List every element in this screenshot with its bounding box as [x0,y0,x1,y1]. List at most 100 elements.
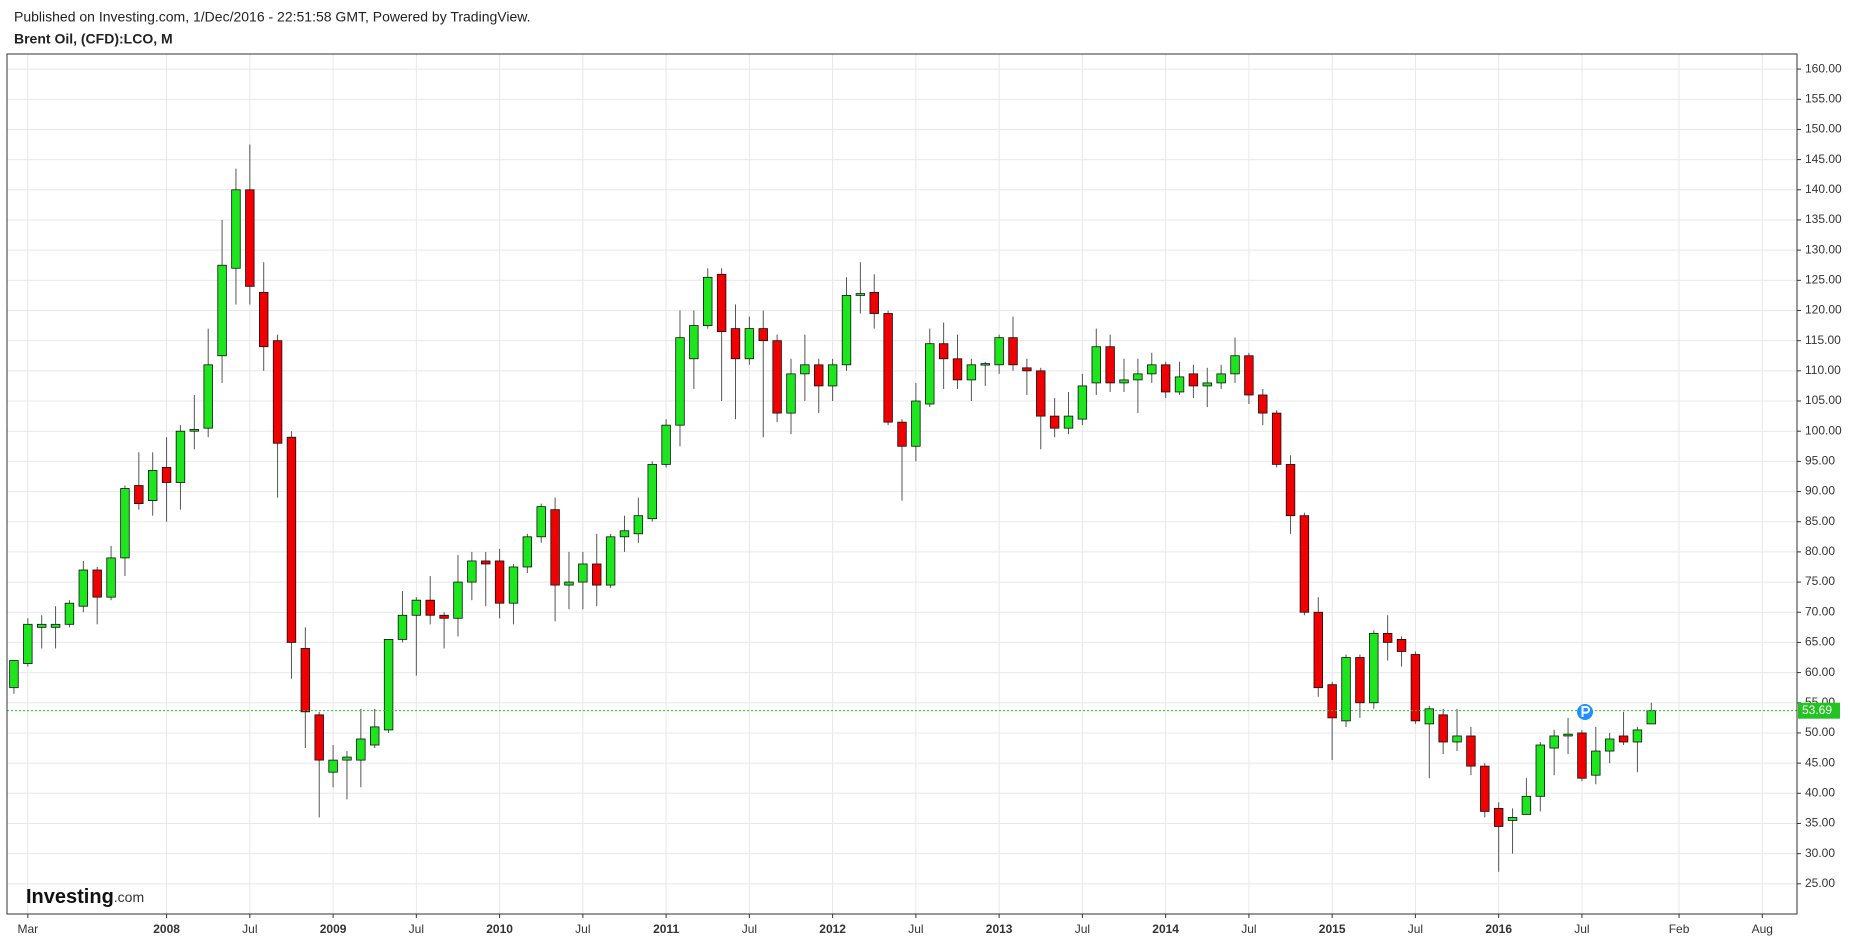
candle-body [1466,735,1476,767]
candle-body [633,515,644,535]
candle-body [1188,373,1199,387]
pivot-marker [1577,704,1593,720]
y-tick-label: 50.00 [1805,725,1835,739]
candle-body [1493,807,1504,827]
candle-body [1438,714,1448,743]
x-tick-label: 2016 [1485,922,1512,936]
candle-body [1369,632,1379,704]
y-tick-label: 60.00 [1805,665,1835,679]
x-tick-label: 2009 [320,922,347,936]
candle-body [855,293,866,296]
candle-body [1174,376,1185,393]
y-tick-label: 75.00 [1805,574,1835,588]
last-price-badge [1798,702,1840,719]
candle-body [120,488,130,559]
candle-body [925,343,935,405]
x-tick-label: Jul [908,922,923,936]
candle-body [605,536,616,586]
candle-body [245,189,255,287]
candle-body [1646,710,1657,725]
candle-body [328,759,338,773]
candle-body [661,424,671,465]
candle-body [703,276,713,326]
candle-body [1327,684,1337,719]
candle-body [1355,657,1365,704]
candle-body [1091,346,1101,384]
candle-body [1341,657,1351,722]
candle-body [1424,708,1434,725]
candle-body [592,563,602,586]
candle-body [550,509,560,586]
candle-body [286,436,297,643]
candle-body [564,581,574,586]
candle-body [786,373,796,414]
candle-body [1147,364,1157,375]
candle-body [1563,733,1573,737]
candle-body [508,566,519,604]
chart-title: Brent Oil, (CFD):LCO, M [14,31,173,47]
candle-body [383,639,394,731]
y-tick-label: 70.00 [1805,604,1835,618]
x-tick-label: Jul [242,922,257,936]
x-tick-label: Jul [1574,922,1589,936]
candle-body [1549,735,1559,749]
candle-body [1022,367,1032,372]
candle-body [911,400,921,447]
candle-body [203,364,213,429]
x-tick-label: 2012 [819,922,846,936]
x-tick-label: 2013 [986,922,1013,936]
attribution: Published on Investing.com, 1/Dec/2016 -… [14,9,530,25]
candle-body [453,581,463,619]
candle-body [397,614,408,640]
candle-body [481,560,491,565]
x-tick-label: Jul [1075,922,1090,936]
candle-body [827,364,838,387]
candle-body [578,563,588,583]
y-tick-label: 145.00 [1805,152,1842,166]
y-tick-label: 40.00 [1805,785,1835,799]
x-tick-label: 2015 [1319,922,1346,936]
candle-body [675,337,685,426]
candle-body [800,364,810,375]
candle-body [1410,654,1421,722]
y-tick-label: 120.00 [1805,303,1842,317]
candle-body [9,660,19,689]
y-tick-label: 115.00 [1805,333,1841,347]
x-tick-label: Jul [1241,922,1256,936]
candle-body [1299,515,1310,613]
candle-body [161,467,172,483]
candle-body [356,738,366,761]
candle-body [1535,744,1545,797]
x-tick-label: Jul [1408,922,1423,936]
candle-body [1119,379,1129,384]
candle-body [78,569,89,607]
candle-body [1507,817,1518,821]
candle-body [1591,750,1601,776]
y-tick-label: 35.00 [1805,816,1835,830]
candle-body [730,328,741,360]
candle-body [966,364,977,381]
y-tick-label: 25.00 [1805,876,1835,890]
x-tick-label: Jul [575,922,590,936]
y-tick-label: 90.00 [1805,484,1835,498]
candle-body [536,506,546,538]
candle-body [938,343,949,360]
candle-body [522,536,533,568]
y-tick-label: 65.00 [1805,635,1835,649]
y-tick-label: 30.00 [1805,846,1835,860]
candle-body [175,430,186,483]
candle-body [134,485,144,505]
candle-body [467,560,477,583]
candle-body [1313,611,1323,689]
x-tick-label: 2010 [486,922,513,936]
x-tick-label: Jul [409,922,424,936]
candle-body [1244,355,1254,396]
candle-body [259,291,269,348]
candle-body [1271,412,1282,465]
candle-body [1577,732,1587,779]
pivot-glyph [1581,706,1590,717]
candle-body [1230,355,1240,375]
candle-body [439,614,449,619]
